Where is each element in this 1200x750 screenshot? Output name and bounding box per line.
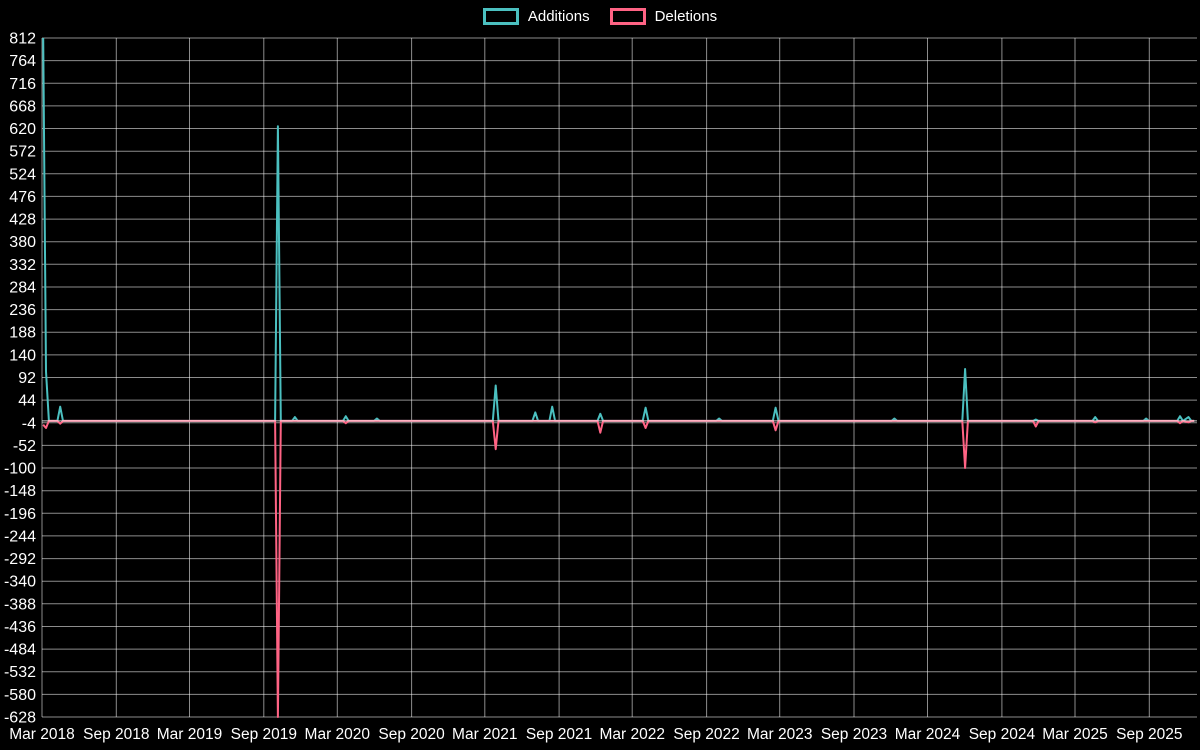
svg-text:-580: -580	[4, 687, 36, 704]
svg-text:764: 764	[9, 53, 36, 70]
svg-text:Sep 2019: Sep 2019	[231, 726, 297, 743]
svg-text:-196: -196	[4, 506, 36, 523]
svg-text:Mar 2022: Mar 2022	[599, 726, 664, 743]
svg-text:-292: -292	[4, 551, 36, 568]
svg-text:Sep 2021: Sep 2021	[526, 726, 592, 743]
svg-text:-388: -388	[4, 596, 36, 613]
additions-legend-swatch-icon	[482, 8, 519, 25]
svg-text:-52: -52	[13, 438, 36, 455]
svg-text:Mar 2020: Mar 2020	[305, 726, 371, 743]
svg-text:668: 668	[9, 98, 36, 115]
svg-text:Sep 2025: Sep 2025	[1116, 726, 1182, 743]
svg-text:236: 236	[9, 302, 36, 319]
svg-text:476: 476	[9, 189, 36, 206]
svg-text:-4: -4	[22, 415, 36, 432]
svg-text:Sep 2020: Sep 2020	[378, 726, 445, 743]
svg-text:92: 92	[18, 370, 36, 387]
svg-text:-100: -100	[4, 461, 36, 478]
svg-text:716: 716	[9, 76, 36, 93]
additions-legend-label: Additions	[527, 8, 590, 25]
svg-text:-436: -436	[4, 619, 36, 636]
svg-text:Sep 2023: Sep 2023	[821, 726, 887, 743]
deletions-legend-label: Deletions	[654, 8, 718, 25]
legend-item-additions[interactable]: Additions	[482, 8, 590, 25]
legend-item-deletions[interactable]: Deletions	[609, 8, 718, 25]
svg-text:-484: -484	[4, 642, 36, 659]
svg-text:Mar 2023: Mar 2023	[747, 726, 812, 743]
deletions-legend-swatch-icon	[609, 8, 646, 25]
svg-text:428: 428	[9, 212, 36, 229]
svg-text:Sep 2022: Sep 2022	[673, 726, 739, 743]
svg-text:Mar 2024: Mar 2024	[895, 726, 961, 743]
svg-text:-148: -148	[4, 483, 36, 500]
svg-text:284: 284	[9, 280, 36, 297]
svg-text:620: 620	[9, 121, 36, 138]
svg-text:-340: -340	[4, 574, 36, 591]
svg-text:Sep 2024: Sep 2024	[969, 726, 1036, 743]
svg-text:524: 524	[9, 166, 36, 183]
svg-text:188: 188	[9, 325, 36, 342]
svg-text:812: 812	[9, 31, 36, 48]
svg-text:-244: -244	[4, 528, 36, 545]
svg-text:572: 572	[9, 144, 36, 161]
svg-text:Mar 2018: Mar 2018	[9, 726, 74, 743]
svg-text:Sep 2018: Sep 2018	[83, 726, 149, 743]
svg-text:380: 380	[9, 234, 36, 251]
chart-legend: Additions Deletions	[0, 8, 1200, 25]
svg-text:44: 44	[18, 393, 36, 410]
svg-text:-628: -628	[4, 710, 36, 727]
svg-text:140: 140	[9, 347, 36, 364]
svg-text:-532: -532	[4, 664, 36, 681]
svg-text:332: 332	[9, 257, 36, 274]
svg-text:Mar 2025: Mar 2025	[1042, 726, 1107, 743]
svg-text:Mar 2019: Mar 2019	[157, 726, 222, 743]
svg-text:Mar 2021: Mar 2021	[452, 726, 517, 743]
